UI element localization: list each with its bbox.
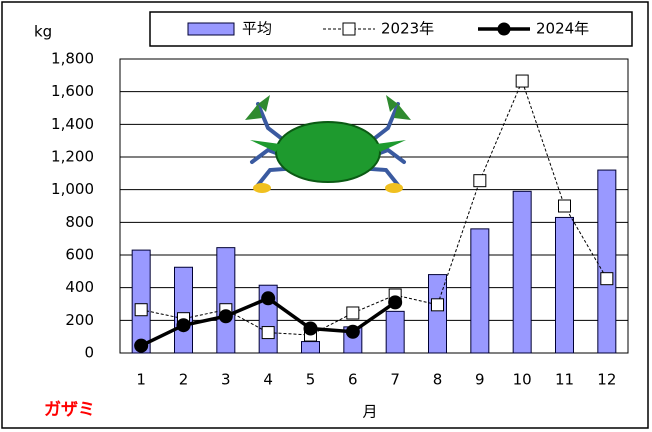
marker xyxy=(473,174,487,188)
marker xyxy=(346,306,360,320)
legend-marker xyxy=(497,22,511,36)
legend-marker xyxy=(342,22,356,36)
x-tick-label: 12 xyxy=(597,371,616,389)
x-tick-label: 1 xyxy=(136,371,146,389)
x-tick-label: 4 xyxy=(263,371,273,389)
x-tick-label: 5 xyxy=(306,371,316,389)
marker xyxy=(431,298,444,312)
bar xyxy=(470,228,490,354)
bar xyxy=(385,310,405,354)
y-tick-label: 0 xyxy=(84,344,94,362)
y-tick-label: 800 xyxy=(65,213,94,231)
x-axis-label: 月 xyxy=(362,403,377,421)
bar xyxy=(555,216,574,354)
crab-illustration xyxy=(245,95,411,193)
bar xyxy=(131,249,151,354)
y-tick-label: 1,200 xyxy=(51,148,94,166)
marker xyxy=(345,324,360,339)
x-tick-label: 11 xyxy=(555,371,574,389)
bar xyxy=(174,266,193,354)
marker xyxy=(600,272,614,286)
y-tick-label: 1,600 xyxy=(51,82,94,100)
annotation: ガザミ xyxy=(44,400,95,420)
line xyxy=(141,79,608,336)
bar xyxy=(301,341,320,354)
x-tick-label: 6 xyxy=(348,371,358,389)
marker xyxy=(134,303,148,317)
legend-label: 2024年 xyxy=(536,20,589,38)
marker xyxy=(176,318,191,333)
plot-area xyxy=(119,58,629,354)
marker xyxy=(303,321,318,336)
x-tick-label: 7 xyxy=(390,371,400,389)
legend-swatch xyxy=(187,22,235,36)
marker xyxy=(388,295,403,310)
y-tick-label: 1,000 xyxy=(51,180,94,198)
bar xyxy=(428,274,447,354)
legend-label: 平均 xyxy=(242,20,272,38)
legend-label: 2023年 xyxy=(381,20,434,38)
bar xyxy=(512,190,532,354)
x-tick-label: 10 xyxy=(513,371,532,389)
marker xyxy=(558,199,571,213)
y-tick-label: 200 xyxy=(65,311,94,329)
x-tick-label: 8 xyxy=(433,371,443,389)
bar xyxy=(597,169,617,354)
bar xyxy=(216,247,236,354)
marker xyxy=(134,338,149,353)
marker xyxy=(261,291,276,306)
marker xyxy=(515,74,529,88)
y-tick-label: 400 xyxy=(65,278,94,296)
y-unit: kg xyxy=(34,23,52,41)
y-tick-label: 1,400 xyxy=(51,115,94,133)
marker xyxy=(218,309,233,324)
x-tick-label: 9 xyxy=(475,371,485,389)
y-tick-label: 1,800 xyxy=(51,50,94,68)
x-tick-label: 2 xyxy=(179,371,189,389)
x-tick-label: 3 xyxy=(221,371,231,389)
marker xyxy=(261,326,275,340)
y-tick-label: 600 xyxy=(65,246,94,264)
